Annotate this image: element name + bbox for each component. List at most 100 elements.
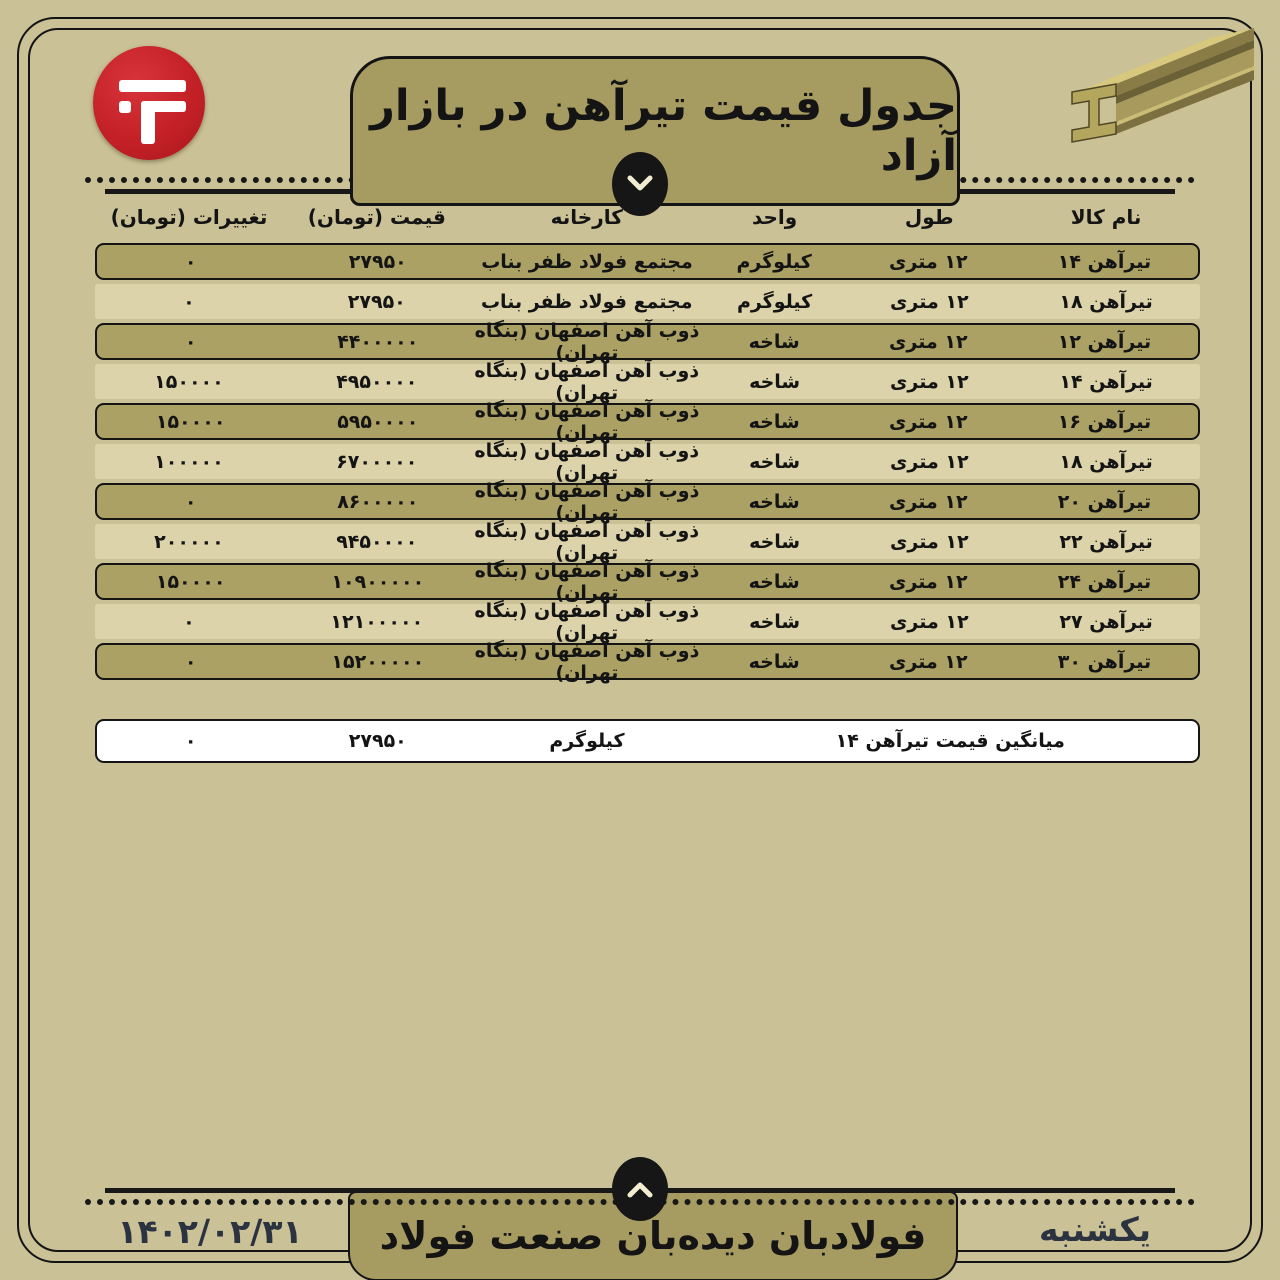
chevron-down-badge [612, 152, 668, 216]
cell-unit: شاخه [749, 530, 801, 553]
table-row: تیرآهن ۳۰ ۱۲ متری شاخه ذوب آهن اصفهان (ب… [95, 640, 1200, 684]
cell-factory: ذوب آهن اصفهان (بنگاه تهران) [474, 399, 700, 444]
cell-price: ۴۹۵۰۰۰۰ [336, 370, 418, 393]
cell-name: تیرآهن ۱۸ [1059, 290, 1153, 313]
column-header-change: تغییرات (تومان) [110, 205, 268, 229]
cell-change: ۰ [183, 610, 195, 633]
cell-length: ۱۲ متری [889, 450, 969, 473]
cell-name: تیرآهن ۲۲ [1059, 530, 1153, 553]
page-title: جدول قیمت تیرآهن در بازار آزاد [370, 81, 958, 181]
cell-change: ۱۵۰۰۰۰ [155, 410, 226, 433]
cell-name: تیرآهن ۲۴ [1057, 570, 1152, 593]
cell-change: ۱۰۰۰۰۰ [154, 450, 224, 473]
cell-unit: شاخه [748, 410, 800, 433]
cell-factory: ذوب آهن اصفهان (بنگاه تهران) [474, 599, 700, 644]
table-row: تیرآهن ۲۲ ۱۲ متری شاخه ذوب آهن اصفهان (ب… [95, 520, 1200, 564]
cell-unit: شاخه [748, 490, 800, 513]
cell-change: ۱۵۰۰۰۰ [155, 570, 226, 593]
cell-unit: شاخه [748, 570, 800, 593]
cell-length: ۱۲ متری [888, 410, 968, 433]
cell-price: ۱۲۱۰۰۰۰۰ [330, 610, 424, 633]
summary-unit: کیلوگرم [549, 730, 625, 752]
cell-unit: کیلوگرم [736, 250, 812, 273]
cell-price: ۲۷۹۵۰ [347, 290, 406, 313]
table-row: تیرآهن ۲۴ ۱۲ متری شاخه ذوب آهن اصفهان (ب… [95, 560, 1200, 604]
chevron-up-icon [627, 1182, 653, 1198]
date-label: ۱۴۰۲/۰۲/۳۱ [117, 1212, 303, 1251]
cell-length: ۱۲ متری [888, 490, 968, 513]
cell-change: ۰ [184, 330, 197, 353]
cell-factory: مجتمع فولاد ظفر بناب [481, 250, 693, 273]
cell-unit: شاخه [749, 610, 801, 633]
cell-unit: کیلوگرم [736, 290, 813, 313]
cell-factory: ذوب آهن اصفهان (بنگاه تهران) [474, 519, 700, 564]
average-price-row: میانگین قیمت تیرآهن ۱۴ کیلوگرم ۲۷۹۵۰ ۰ [95, 719, 1200, 763]
table-row: تیرآهن ۱۴ ۱۲ متری کیلوگرم مجتمع فولاد ظف… [95, 243, 1200, 280]
cell-length: ۱۲ متری [888, 250, 968, 273]
cell-length: ۱۲ متری [889, 610, 969, 633]
summary-price: ۲۷۹۵۰ [348, 730, 407, 752]
cell-price: ۹۴۵۰۰۰۰ [336, 530, 418, 553]
cell-length: ۱۲ متری [888, 330, 968, 353]
cell-name: تیرآهن ۳۰ [1057, 650, 1152, 673]
column-header-length: طول [904, 205, 954, 229]
cell-price: ۵۹۵۰۰۰۰ [337, 410, 419, 433]
cell-unit: شاخه [749, 450, 801, 473]
fooladban-logo-icon [93, 46, 205, 160]
i-beam-image [1071, 28, 1254, 143]
cell-factory: ذوب آهن اصفهان (بنگاه تهران) [474, 319, 700, 364]
cell-unit: شاخه [748, 330, 800, 353]
summary-label: میانگین قیمت تیرآهن ۱۴ [835, 730, 1065, 752]
cell-name: تیرآهن ۱۲ [1057, 330, 1152, 353]
table-row: تیرآهن ۱۶ ۱۲ متری شاخه ذوب آهن اصفهان (ب… [95, 400, 1200, 444]
table-row: تیرآهن ۱۸ ۱۲ متری شاخه ذوب آهن اصفهان (ب… [95, 440, 1200, 484]
weekday-label: یکشنبه [1038, 1210, 1152, 1249]
cell-price: ۱۵۲۰۰۰۰۰ [331, 650, 425, 673]
column-header-factory: کارخانه [550, 205, 623, 229]
summary-change: ۰ [184, 730, 197, 752]
cell-unit: شاخه [749, 370, 801, 393]
cell-length: ۱۲ متری [889, 370, 969, 393]
cell-change: ۰ [183, 290, 195, 313]
chevron-up-badge [612, 1157, 668, 1221]
cell-price: ۲۷۹۵۰ [348, 250, 407, 273]
cell-price: ۶۷۰۰۰۰۰ [336, 450, 418, 473]
cell-price: ۱۰۹۰۰۰۰۰ [331, 570, 425, 593]
cell-change: ۰ [184, 650, 197, 673]
column-header-unit: واحد [751, 205, 798, 229]
cell-length: ۱۲ متری [889, 290, 969, 313]
cell-price: ۸۶۰۰۰۰۰ [337, 490, 419, 513]
cell-name: تیرآهن ۱۶ [1057, 410, 1152, 433]
cell-name: تیرآهن ۱۴ [1057, 250, 1152, 273]
cell-change: ۱۵۰۰۰۰ [154, 370, 224, 393]
cell-factory: ذوب آهن اصفهان (بنگاه تهران) [474, 479, 700, 524]
cell-change: ۰ [184, 250, 197, 273]
cell-name: تیرآهن ۲۷ [1059, 610, 1153, 633]
table-row: تیرآهن ۱۴ ۱۲ متری شاخه ذوب آهن اصفهان (ب… [95, 360, 1200, 404]
cell-unit: شاخه [748, 650, 800, 673]
cell-factory: مجتمع فولاد ظفر بناب [480, 290, 693, 313]
table-row: تیرآهن ۲۷ ۱۲ متری شاخه ذوب آهن اصفهان (ب… [95, 600, 1200, 644]
table-row: تیرآهن ۱۸ ۱۲ متری کیلوگرم مجتمع فولاد ظف… [95, 284, 1200, 319]
cell-factory: ذوب آهن اصفهان (بنگاه تهران) [474, 639, 700, 684]
cell-change: ۰ [184, 490, 197, 513]
cell-change: ۲۰۰۰۰۰ [154, 530, 224, 553]
cell-length: ۱۲ متری [888, 650, 968, 673]
cell-name: تیرآهن ۱۴ [1059, 370, 1153, 393]
cell-length: ۱۲ متری [888, 570, 968, 593]
cell-name: تیرآهن ۱۸ [1059, 450, 1153, 473]
table-row: تیرآهن ۲۰ ۱۲ متری شاخه ذوب آهن اصفهان (ب… [95, 480, 1200, 524]
cell-factory: ذوب آهن اصفهان (بنگاه تهران) [474, 439, 700, 484]
table-body: تیرآهن ۱۴ ۱۲ متری کیلوگرم مجتمع فولاد ظف… [95, 243, 1200, 684]
brand-title: فولادبان دیده‌بان صنعت فولاد [379, 1214, 928, 1258]
cell-length: ۱۲ متری [889, 530, 969, 553]
cell-price: ۴۴۰۰۰۰۰ [337, 330, 419, 353]
cell-factory: ذوب آهن اصفهان (بنگاه تهران) [474, 559, 700, 604]
table-row: تیرآهن ۱۲ ۱۲ متری شاخه ذوب آهن اصفهان (ب… [95, 320, 1200, 364]
chevron-down-icon [627, 175, 653, 191]
cell-name: تیرآهن ۲۰ [1057, 490, 1152, 513]
cell-factory: ذوب آهن اصفهان (بنگاه تهران) [474, 359, 700, 404]
column-header-price: قیمت (تومان) [307, 205, 446, 229]
column-header-name: نام کالا [1070, 205, 1142, 229]
